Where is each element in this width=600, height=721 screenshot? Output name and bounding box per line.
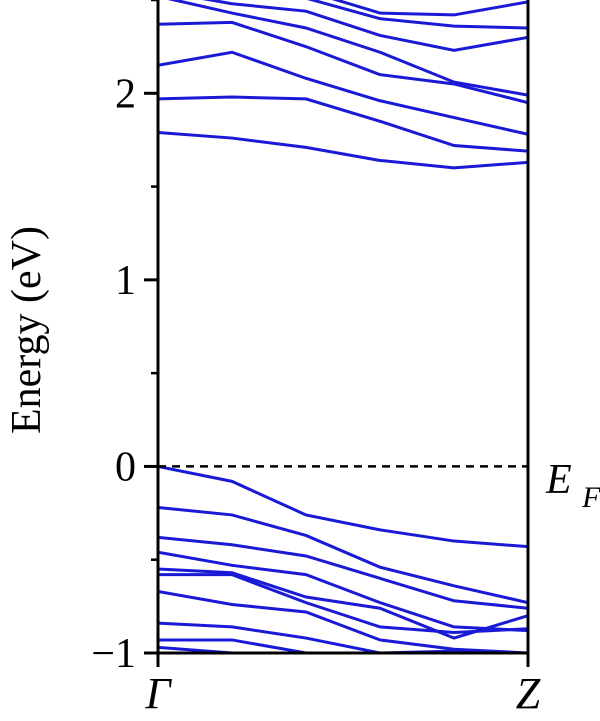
- band-line: [307, 0, 528, 30]
- fermi-label-subscript: F: [581, 481, 600, 514]
- x-tick-label: Z: [516, 669, 541, 718]
- band-line: [202, 0, 528, 52]
- band-line: [158, 50, 528, 136]
- y-tick-label: 2: [115, 71, 136, 117]
- y-axis: −1 0 1 2: [91, 0, 158, 677]
- band-line: [158, 567, 528, 640]
- band-line: [158, 535, 528, 610]
- band-line: [158, 573, 528, 634]
- fermi-level-label: E F: [545, 457, 600, 514]
- band-lines: [158, 0, 528, 653]
- plot-frame: [156, 0, 530, 655]
- band-line: [158, 130, 528, 170]
- band-line: [158, 638, 336, 653]
- band-line: [158, 505, 528, 605]
- x-tick-label: Γ: [144, 669, 172, 718]
- band-line: [158, 550, 528, 633]
- y-tick-label: 0: [115, 444, 136, 490]
- y-tick-label: −1: [91, 631, 136, 677]
- band-line: [158, 589, 528, 653]
- band-line: [158, 95, 528, 153]
- band-line: [158, 464, 528, 549]
- band-line: [158, 20, 528, 105]
- y-axis-label: Energy (eV): [4, 226, 50, 434]
- band-line: [167, 0, 528, 97]
- band-line: [331, 0, 528, 17]
- y-tick-label: 1: [115, 258, 136, 304]
- fermi-label-main: E: [545, 457, 572, 503]
